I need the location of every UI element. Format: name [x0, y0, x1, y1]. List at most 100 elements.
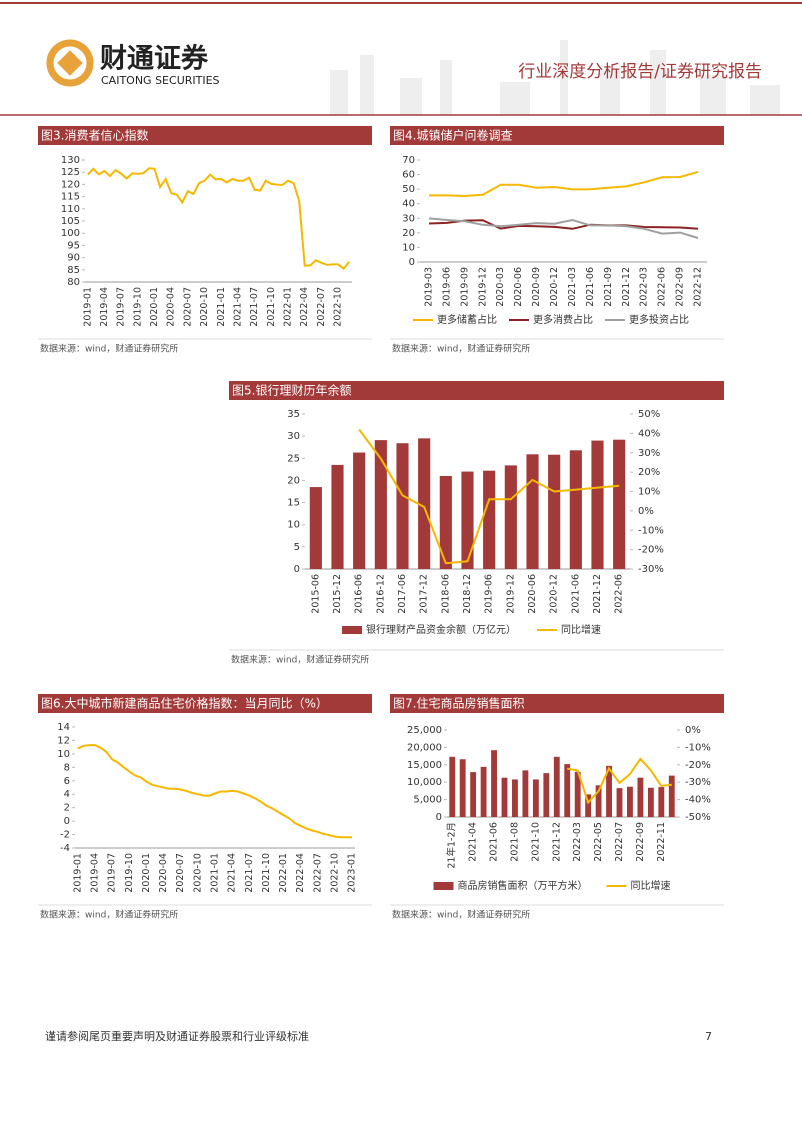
- bar: [616, 788, 623, 817]
- title-bar: [38, 694, 372, 713]
- logo: [46, 39, 94, 87]
- y-tick-label: 90: [67, 253, 80, 264]
- x-tick-label: 2019-01: [72, 853, 83, 893]
- x-tick-label: 2021-08: [509, 822, 520, 862]
- x-tick-label: 2016-06: [354, 574, 365, 614]
- bar: [532, 779, 539, 817]
- y2-tick-label: 0%: [685, 725, 701, 736]
- y-tick-label: 4: [64, 789, 70, 800]
- x-tick-label: 2016-12: [375, 574, 386, 614]
- x-tick-label: 2015-12: [332, 574, 343, 614]
- skyline: [330, 40, 780, 115]
- y2-tick-label: 30%: [638, 448, 660, 459]
- y-tick-label: 125: [61, 167, 80, 178]
- y-tick-label: 10: [402, 242, 415, 253]
- x-tick-label: 2023-01: [347, 853, 358, 893]
- y2-tick-label: 0%: [638, 506, 654, 517]
- y-tick-label: -4: [60, 843, 70, 854]
- y-tick-label: 120: [61, 179, 80, 190]
- x-tick-label: 2022-06: [614, 574, 625, 614]
- y2-tick-label: 20%: [638, 467, 660, 478]
- x-tick-label: 2020-06: [527, 574, 538, 614]
- bar: [459, 759, 466, 817]
- y-tick-label: 115: [61, 192, 80, 203]
- x-tick-label: 2022-03: [572, 822, 583, 862]
- x-tick-label: 2021-04: [232, 287, 243, 327]
- legend-label: 同比增速: [561, 623, 601, 636]
- x-tick-label: 2019-04: [90, 853, 101, 893]
- x-tick-label: 2021-06: [489, 822, 500, 862]
- source-note: 数据来源：wind，财通证券研究所: [392, 909, 530, 921]
- bar: [374, 440, 387, 569]
- bar: [627, 786, 633, 817]
- x-tick-label: 2022-12: [693, 267, 704, 307]
- x-tick-label: 2022-09: [675, 267, 686, 307]
- y2-tick-label: -40%: [685, 795, 711, 806]
- y-tick-label: 20: [402, 228, 415, 239]
- bar: [613, 439, 626, 569]
- bar: [569, 450, 582, 569]
- y-tick-label: 10: [287, 520, 300, 531]
- y2-tick-label: -50%: [685, 812, 711, 823]
- x-tick-label: 2019-06: [484, 574, 495, 614]
- x-tick-label: 2020-12: [549, 574, 560, 614]
- x-tick-label: 2022-09: [635, 822, 646, 862]
- y-tick-label: 12: [57, 735, 70, 746]
- x-tick-label: 2020-01: [141, 853, 152, 893]
- bar: [637, 777, 644, 817]
- source-note: 数据来源：wind，财通证券研究所: [231, 654, 369, 666]
- x-tick-label: 2022-06: [657, 267, 668, 307]
- x-tick-label: 2020-09: [531, 267, 542, 307]
- company-cn: 财通证券: [100, 43, 209, 75]
- bar: [501, 777, 508, 817]
- x-tick-label: 2021-06: [585, 267, 596, 307]
- y2-tick-label: -10%: [638, 525, 664, 536]
- source-note: 数据来源：wind，财通证券研究所: [40, 909, 178, 921]
- x-tick-label: 2020-06: [513, 267, 524, 307]
- y-tick-label: 0: [294, 564, 300, 575]
- x-tick-label: 2022-04: [295, 853, 306, 893]
- y-tick-label: 14: [57, 722, 70, 733]
- y-tick-label: 105: [61, 216, 80, 227]
- company-en: CAITONG SECURITIES: [101, 74, 220, 87]
- bar: [483, 470, 496, 569]
- chart-title: 图3.消费者信心指数: [41, 128, 148, 143]
- x-tick-label: 2018-12: [462, 574, 473, 614]
- x-tick-label: 2021-01: [210, 853, 221, 893]
- x-tick-label: 2020-03: [495, 267, 506, 307]
- title-bar: [229, 381, 724, 400]
- y-tick-label: 85: [67, 265, 80, 276]
- legend-label: 商品房销售面积（万平方米）: [458, 879, 588, 892]
- legend-swatch: [433, 882, 454, 890]
- legend-label: 更多投资占比: [629, 313, 689, 326]
- x-tick-label: 2022-11: [656, 822, 667, 862]
- y2-tick-label: -20%: [685, 760, 711, 771]
- bar: [595, 785, 602, 817]
- bar: [418, 438, 431, 569]
- bar: [522, 770, 529, 817]
- bar: [606, 765, 612, 817]
- bar: [491, 750, 497, 817]
- bar: [461, 471, 474, 569]
- x-tick-label: 2022-04: [299, 287, 310, 327]
- x-tick-label: 2021-04: [468, 822, 479, 862]
- y-tick-label: 8: [64, 762, 70, 773]
- x-tick-label: 2019-09: [459, 267, 470, 307]
- legend-label: 银行理财产品资金余额（万亿元）: [366, 623, 516, 636]
- x-tick-label: 2015-06: [310, 574, 321, 614]
- y-tick-label: 0: [409, 257, 415, 268]
- x-tick-label: 2021-07: [249, 287, 260, 327]
- x-tick-label: 2020-12: [549, 267, 560, 307]
- x-tick-label: 2019-03: [423, 267, 434, 307]
- line: [429, 170, 699, 198]
- title-bar: [390, 694, 724, 713]
- bar: [331, 464, 344, 569]
- y-tick-label: 25: [287, 453, 300, 464]
- x-tick-label: 2022-01: [283, 287, 294, 327]
- x-tick-label: 2021-01: [216, 287, 227, 327]
- y2-tick-label: -20%: [638, 545, 664, 556]
- chart-title: 图7.住宅商品房销售面积: [393, 696, 524, 711]
- chart-title: 图6.大中城市新建商品住宅价格指数：当月同比（%）: [41, 696, 328, 711]
- y-tick-label: 60: [402, 170, 415, 181]
- legend-label: 更多消费占比: [533, 313, 593, 326]
